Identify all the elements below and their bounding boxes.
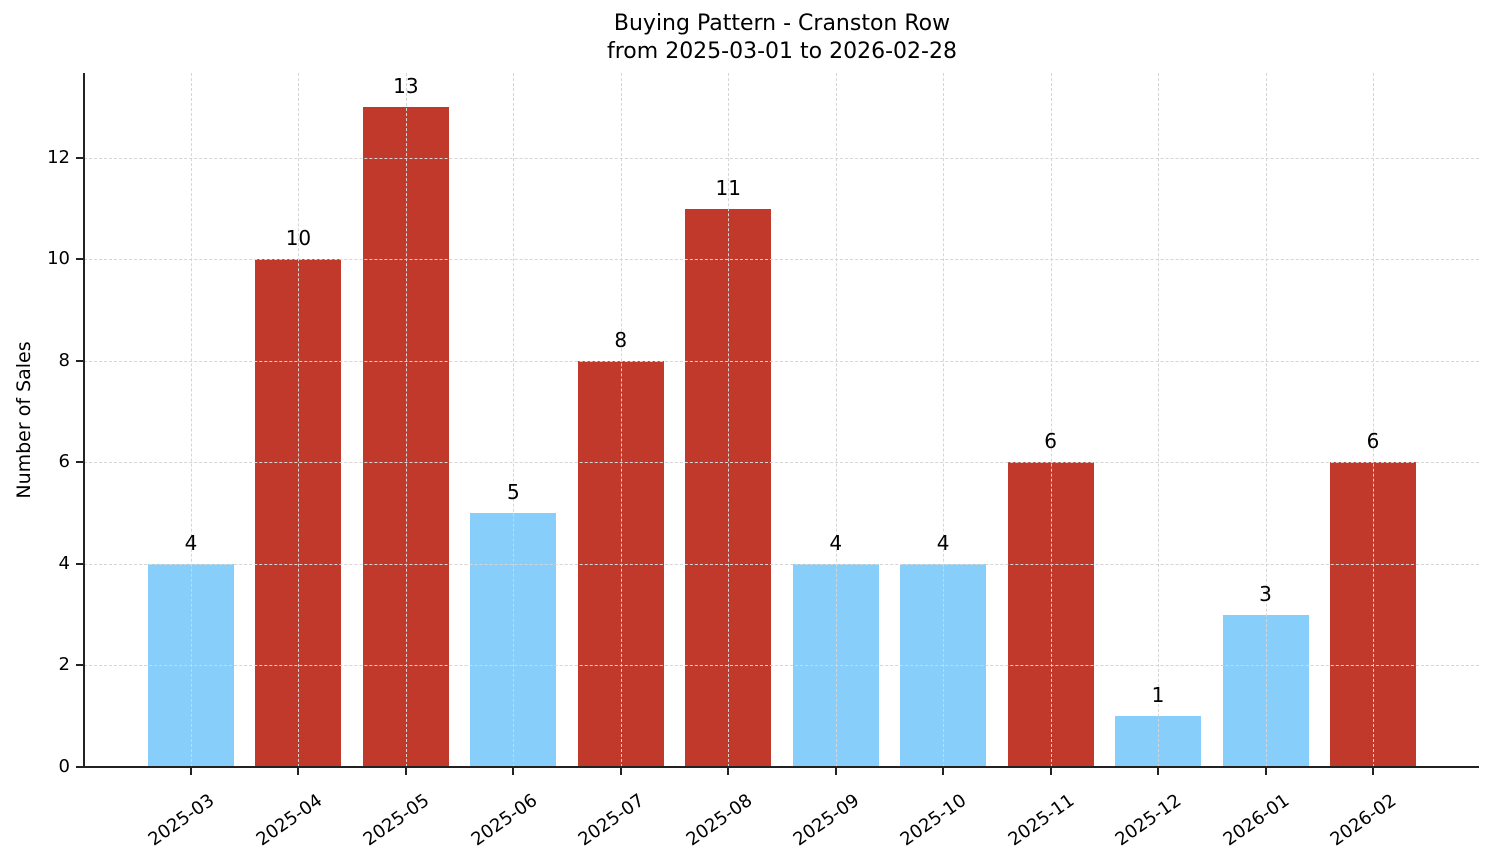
y-axis-spine [83, 73, 85, 768]
grid-line-vertical [620, 73, 622, 767]
y-tick-mark [76, 258, 83, 261]
x-tick-label: 2025-08 [682, 790, 756, 851]
data-labels-layer: 4 10 13 5 8 11 4 4 6 1 3 6 [84, 73, 1479, 767]
bar-value-label: 5 [506, 480, 520, 505]
grid-line-vertical [298, 73, 300, 767]
bar-value-label: 10 [285, 226, 312, 251]
bar-value-label: 4 [829, 530, 843, 555]
x-tick-label: 2025-03 [144, 790, 219, 851]
x-tick-mark [834, 768, 837, 775]
y-tick-mark [76, 359, 83, 362]
x-tick-mark [1157, 768, 1160, 775]
bar-value-label: 6 [1366, 429, 1380, 454]
y-tick-label: 12 [47, 146, 70, 168]
y-tick-mark [76, 766, 83, 768]
grid-line-horizontal [84, 665, 1479, 667]
grid-line-horizontal [84, 563, 1479, 565]
x-tick-mark [942, 768, 945, 775]
x-tick-mark [190, 768, 192, 775]
grid-line-horizontal [84, 462, 1479, 464]
grid-layer [84, 73, 1479, 767]
grid-line-vertical [1372, 73, 1374, 767]
grid-line-vertical [1265, 73, 1267, 767]
x-tick-mark [1264, 768, 1267, 775]
x-tick-label: 2025-05 [359, 790, 434, 851]
x-tick-label: 2025-09 [789, 790, 864, 851]
grid-line-vertical [191, 73, 192, 767]
grid-line-vertical [513, 73, 515, 767]
grid-line-vertical [728, 73, 730, 767]
y-tick-label: 0 [58, 756, 70, 777]
grid-line-vertical [1050, 73, 1052, 767]
grid-line-horizontal [84, 360, 1479, 362]
y-tick-label: 4 [58, 552, 70, 574]
y-tick-mark [76, 156, 83, 159]
x-tick-label: 2026-02 [1326, 790, 1401, 851]
x-tick-label: 2025-10 [897, 790, 971, 851]
x-tick-label: 2025-07 [574, 790, 649, 851]
x-tick-mark [1371, 768, 1374, 775]
x-tick-mark [727, 768, 730, 775]
x-tick-label: 2026-01 [1219, 790, 1294, 851]
bar-value-label: 1 [1151, 683, 1165, 708]
chart-title-main: Buying Pattern - Cranston Row [613, 11, 951, 36]
x-tick-label: 2025-11 [1004, 790, 1079, 851]
chart-subtitle: from 2025-03-01 to 2026-02-28 [607, 39, 957, 64]
x-tick-mark [297, 768, 300, 775]
bar-value-label: 3 [1259, 581, 1272, 606]
bar-value-label: 11 [715, 175, 741, 200]
bar-value-label: 8 [614, 327, 628, 352]
y-tick-mark [76, 562, 83, 565]
y-tick-mark [76, 461, 83, 464]
plot-area: 4 10 13 5 8 11 4 4 6 1 3 6 [84, 73, 1479, 767]
x-axis-spine [83, 766, 1479, 768]
grid-line-vertical [835, 73, 837, 767]
grid-line-horizontal [84, 259, 1479, 261]
y-tick-mark [76, 664, 83, 667]
x-tick-label: 2025-06 [467, 790, 541, 851]
x-tick-mark [619, 768, 622, 775]
bar-value-label: 4 [936, 530, 950, 555]
y-tick-label: 6 [58, 451, 70, 473]
x-tick-mark [404, 768, 407, 775]
y-tick-label: 2 [58, 654, 70, 676]
bar-value-label: 6 [1044, 429, 1057, 454]
grid-line-vertical [1158, 73, 1160, 767]
grid-line-vertical [405, 73, 407, 767]
bar-value-label: 13 [393, 74, 419, 98]
grid-line-horizontal [84, 157, 1479, 159]
x-tick-mark [512, 768, 515, 775]
grid-line-vertical [943, 73, 945, 767]
bar-value-label: 4 [184, 530, 198, 555]
y-tick-label: 10 [47, 248, 70, 270]
chart-title: Buying Pattern - Cranston Row from 2025-… [0, 10, 1494, 66]
y-tick-label: 8 [58, 349, 70, 371]
x-tick-label: 2025-04 [252, 790, 327, 851]
x-tick-label: 2025-12 [1111, 790, 1186, 851]
x-tick-mark [1049, 768, 1052, 775]
